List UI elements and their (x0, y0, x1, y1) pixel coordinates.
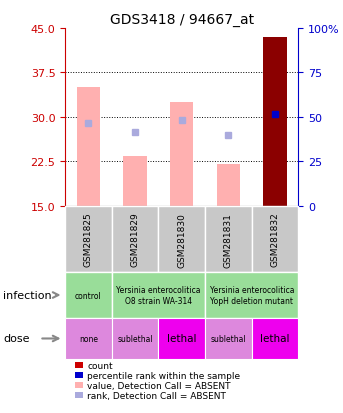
Bar (170, 103, 193, 206)
Text: GSM281825: GSM281825 (84, 212, 93, 267)
Text: rank, Detection Call = ABSENT: rank, Detection Call = ABSENT (87, 391, 226, 400)
Text: count: count (87, 361, 113, 370)
Title: GDS3418 / 94667_at: GDS3418 / 94667_at (110, 12, 254, 26)
Text: lethal: lethal (167, 334, 197, 344)
Bar (263, 38, 287, 206)
Text: control: control (75, 291, 102, 300)
Text: Yersinia enterocolitica
O8 strain WA-314: Yersinia enterocolitica O8 strain WA-314 (116, 286, 201, 305)
Text: GSM281829: GSM281829 (131, 212, 140, 267)
Text: value, Detection Call = ABSENT: value, Detection Call = ABSENT (87, 381, 230, 390)
Text: none: none (79, 334, 98, 343)
Text: Yersinia enterocolitica
YopH deletion mutant: Yersinia enterocolitica YopH deletion mu… (210, 286, 294, 305)
Text: infection: infection (3, 290, 52, 300)
Text: sublethal: sublethal (211, 334, 246, 343)
Text: percentile rank within the sample: percentile rank within the sample (87, 371, 240, 380)
Text: dose: dose (3, 334, 30, 344)
Text: GSM281831: GSM281831 (224, 212, 233, 267)
Bar (217, 165, 240, 206)
Bar (77, 88, 100, 206)
Text: lethal: lethal (260, 334, 290, 344)
Text: GSM281830: GSM281830 (177, 212, 186, 267)
Bar (123, 156, 147, 206)
Text: GSM281832: GSM281832 (271, 212, 280, 267)
Text: sublethal: sublethal (117, 334, 153, 343)
